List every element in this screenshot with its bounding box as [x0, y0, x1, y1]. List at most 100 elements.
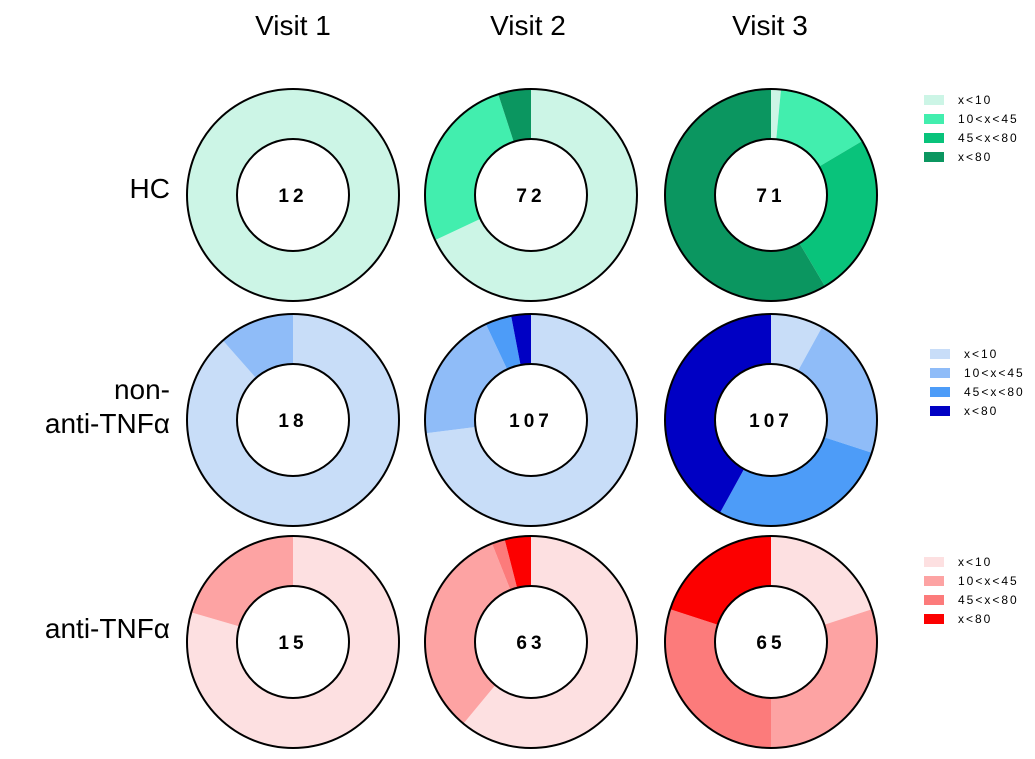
donut-outer-ring [424, 535, 638, 749]
donut-slice-2 [222, 314, 293, 378]
legend-swatch [924, 132, 944, 143]
row-title-anti-tnf: anti-TNFα [0, 612, 170, 646]
donut-slice-2 [424, 324, 508, 434]
donut-outer-ring [424, 313, 638, 527]
legend-label: 45<x<80 [964, 384, 1025, 399]
donut-slice-2 [776, 89, 863, 167]
legend-label: x<80 [964, 403, 999, 418]
legend-label: 45<x<80 [958, 130, 1019, 145]
legend-swatch [924, 613, 944, 624]
donut-hole [474, 138, 588, 252]
donut-slice-3 [491, 539, 518, 590]
legend-label: x<80 [958, 611, 993, 626]
legend-label: 45<x<80 [958, 592, 1019, 607]
donut-outer-ring [424, 88, 638, 302]
donut-center-count: 65 [756, 633, 785, 654]
donut-outer-ring [664, 88, 878, 302]
donut-outer-ring [664, 535, 878, 749]
donut-slice-1 [187, 89, 399, 301]
column-title-visit-2: Visit 2 [490, 10, 566, 41]
donut-center-count: 72 [516, 186, 545, 207]
donut-outer-ring [186, 88, 400, 302]
legend-item: x<10 [924, 552, 1019, 571]
donut-hole [236, 363, 350, 477]
donut-slice-3 [719, 437, 872, 527]
legend-swatch [924, 556, 944, 567]
legend-swatch [924, 113, 944, 124]
donut-center-count: 18 [278, 411, 307, 432]
legend-swatch [924, 594, 944, 605]
donut-r2-c2: 107 [424, 313, 638, 527]
legend-item: x<80 [924, 609, 1019, 628]
donut-slice-4 [498, 89, 531, 142]
row-title-line: non- [113, 374, 170, 405]
donut-slice-4 [504, 536, 531, 588]
donut-slice-1 [771, 314, 823, 371]
donut-slice-4 [511, 314, 531, 365]
legend-row-3: x<10 10<x<45 45<x<80 x<80 [924, 552, 1019, 628]
legend-swatch [930, 348, 950, 359]
donut-slice-1 [771, 89, 781, 140]
legend-label: x<80 [958, 149, 993, 164]
legend-swatch [924, 575, 944, 586]
row-title-hc: HC [0, 172, 170, 206]
row-title-line: anti-TNFα [44, 613, 170, 644]
legend-item: 45<x<80 [930, 382, 1025, 401]
donut-slice-1 [186, 536, 399, 749]
legend-item: 10<x<45 [924, 109, 1019, 128]
donut-slice-3 [799, 141, 877, 287]
donut-center-count: 107 [749, 411, 793, 432]
legend-label: 10<x<45 [958, 111, 1019, 126]
donut-slice-3 [665, 609, 771, 748]
donut-r1-c2: 72 [424, 88, 638, 302]
column-title-visit-3: Visit 3 [732, 10, 808, 41]
donut-slice-4 [670, 536, 771, 625]
donut-r2-c1: 18 [186, 313, 400, 527]
donut-outer-ring [664, 313, 878, 527]
donut-hole [236, 138, 350, 252]
legend-label: 10<x<45 [958, 573, 1019, 588]
donut-slice-3 [485, 315, 521, 370]
donut-outer-ring [186, 313, 400, 527]
legend-label: x<10 [958, 92, 993, 107]
donut-slice-4 [665, 314, 771, 513]
legend-swatch [930, 367, 950, 378]
legend-item: x<10 [930, 344, 1025, 363]
donut-slice-1 [186, 314, 399, 527]
donut-center-count: 63 [516, 633, 545, 654]
legend-swatch [924, 94, 944, 105]
donut-center-count: 107 [509, 411, 553, 432]
donut-slice-1 [771, 536, 872, 625]
donut-r3-c3: 65 [664, 535, 878, 749]
donut-outer-ring [186, 535, 400, 749]
donut-r2-c3: 107 [664, 313, 878, 527]
legend-label: 10<x<45 [964, 365, 1025, 380]
legend-row-2: x<10 10<x<45 45<x<80 x<80 [930, 344, 1025, 420]
legend-item: 45<x<80 [924, 590, 1019, 609]
legend-swatch [924, 151, 944, 162]
donut-r3-c1: 15 [186, 535, 400, 749]
row-title-non-anti-tnf: non- anti-TNFα [0, 373, 170, 441]
donut-hole [714, 363, 828, 477]
donut-r1-c3: 71 [664, 88, 878, 302]
legend-swatch [930, 386, 950, 397]
donut-hole [714, 585, 828, 699]
donut-slice-1 [425, 314, 637, 527]
legend-item: x<80 [924, 147, 1019, 166]
legend-item: 10<x<45 [924, 571, 1019, 590]
donut-hole [714, 138, 828, 252]
donut-hole [474, 363, 588, 477]
legend-label: x<10 [964, 346, 999, 361]
legend-label: x<10 [958, 554, 993, 569]
row-title-line: HC [129, 173, 170, 204]
donut-hole [236, 585, 350, 699]
donut-hole [474, 585, 588, 699]
legend-row-1: x<10 10<x<45 45<x<80 x<80 [924, 90, 1019, 166]
donut-slice-1 [435, 89, 637, 302]
legend-item: 45<x<80 [924, 128, 1019, 147]
legend-item: x<80 [930, 401, 1025, 420]
legend-item: 10<x<45 [930, 363, 1025, 382]
donut-slice-2 [771, 609, 877, 748]
donut-slice-2 [191, 536, 293, 627]
